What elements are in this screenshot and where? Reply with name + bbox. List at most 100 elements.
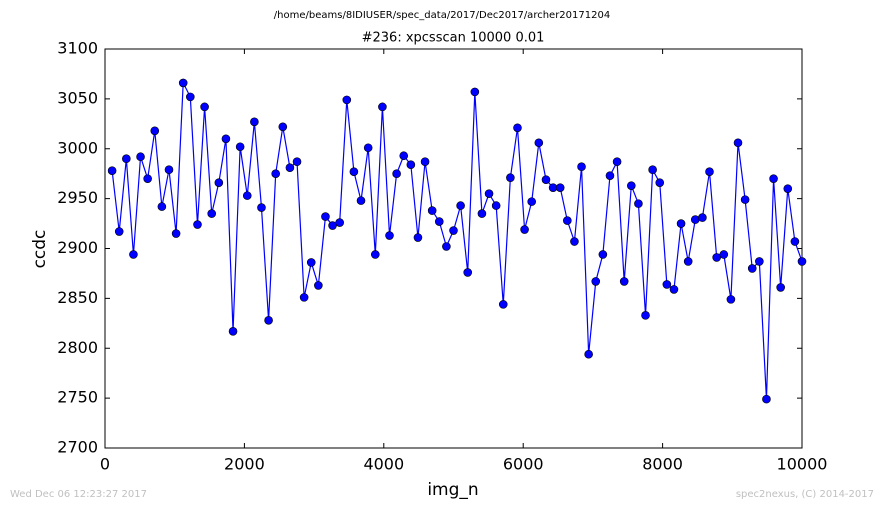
data-point	[698, 213, 707, 222]
data-point	[563, 216, 572, 225]
data-point	[655, 178, 665, 187]
data-point	[136, 152, 145, 162]
data-point	[285, 163, 295, 173]
data-point	[705, 167, 714, 176]
data-point	[178, 78, 188, 88]
data-point	[129, 250, 138, 259]
data-point	[143, 174, 152, 183]
data-point	[385, 231, 394, 240]
y-tick-label: 3000	[57, 138, 98, 157]
data-point	[513, 123, 522, 133]
data-point	[733, 138, 743, 148]
y-axis-label: ccdc	[30, 230, 50, 269]
data-point	[150, 126, 160, 136]
data-point	[164, 165, 174, 174]
data-point	[534, 138, 544, 148]
data-point	[342, 95, 352, 105]
data-point	[264, 316, 273, 325]
data-point	[321, 212, 330, 221]
data-point	[356, 196, 366, 205]
y-tick-label: 2800	[57, 338, 98, 357]
chart-title: #236: xpcsscan 10000 0.01	[362, 31, 545, 46]
data-point	[463, 268, 473, 277]
series-line	[111, 80, 803, 400]
data-point	[399, 151, 409, 161]
data-point	[278, 122, 288, 132]
data-point	[527, 197, 537, 206]
data-point	[712, 253, 721, 262]
data-point	[420, 157, 430, 167]
data-point	[498, 300, 508, 309]
data-point	[406, 160, 416, 170]
data-point	[392, 169, 401, 178]
data-point	[449, 226, 458, 235]
data-point	[250, 117, 259, 127]
data-point	[456, 201, 465, 210]
data-point	[506, 173, 515, 182]
data-point	[349, 167, 359, 176]
data-point	[769, 174, 778, 183]
x-tick-label: 8000	[642, 455, 683, 474]
data-point	[171, 229, 181, 238]
data-point	[619, 277, 629, 286]
y-tick-label: 2850	[57, 288, 98, 307]
data-point	[577, 162, 586, 172]
data-point	[541, 175, 551, 184]
data-point	[470, 87, 480, 97]
y-tick-label: 2950	[57, 188, 98, 207]
data-point	[641, 311, 650, 320]
data-point	[726, 295, 736, 304]
data-point	[207, 209, 217, 218]
suptitle: /home/beams/8IDIUSER/spec_data/2017/Dec2…	[274, 10, 610, 21]
y-tick-label: 2900	[57, 238, 98, 257]
data-point	[591, 277, 601, 286]
data-point	[221, 134, 231, 144]
footer-left: Wed Dec 06 12:23:27 2017	[10, 489, 147, 500]
plot-frame	[104, 48, 803, 449]
data-point	[434, 217, 444, 226]
data-point	[491, 201, 501, 210]
data-point	[584, 349, 593, 359]
data-point	[570, 237, 579, 246]
data-point	[314, 281, 323, 290]
x-tick-label: 6000	[503, 455, 544, 474]
data-point	[555, 183, 565, 192]
data-point	[719, 250, 729, 259]
x-tick-label: 2000	[224, 455, 265, 474]
data-point	[370, 250, 380, 259]
data-point	[363, 143, 373, 153]
data-point	[662, 280, 672, 289]
data-point	[114, 227, 124, 236]
data-point	[776, 283, 785, 292]
footer-right: spec2nexus, (C) 2014-2017	[736, 489, 874, 500]
data-point	[598, 250, 608, 259]
x-tick-label: 10000	[777, 455, 828, 474]
y-tick-label: 3100	[57, 39, 98, 58]
data-point	[157, 202, 167, 211]
data-point	[122, 154, 131, 164]
data-point	[299, 293, 309, 302]
data-point	[335, 218, 344, 227]
data-point	[755, 257, 764, 266]
data-point	[762, 394, 771, 404]
data-point	[484, 189, 494, 198]
x-tick-label: 0	[100, 455, 110, 474]
y-tick-label: 2750	[57, 388, 98, 407]
data-point	[200, 102, 209, 112]
data-point	[107, 166, 117, 175]
data-point	[477, 209, 487, 218]
data-point	[605, 171, 615, 180]
x-tick-label: 4000	[363, 455, 404, 474]
data-point	[257, 203, 266, 212]
data-point	[612, 157, 622, 167]
data-point	[427, 206, 437, 215]
data-point	[193, 220, 202, 229]
data-point	[328, 221, 337, 230]
data-point	[413, 233, 423, 242]
data-point	[783, 184, 793, 193]
data-point	[214, 178, 224, 187]
data-point	[306, 258, 316, 267]
data-point	[648, 165, 657, 174]
data-point	[228, 326, 238, 336]
